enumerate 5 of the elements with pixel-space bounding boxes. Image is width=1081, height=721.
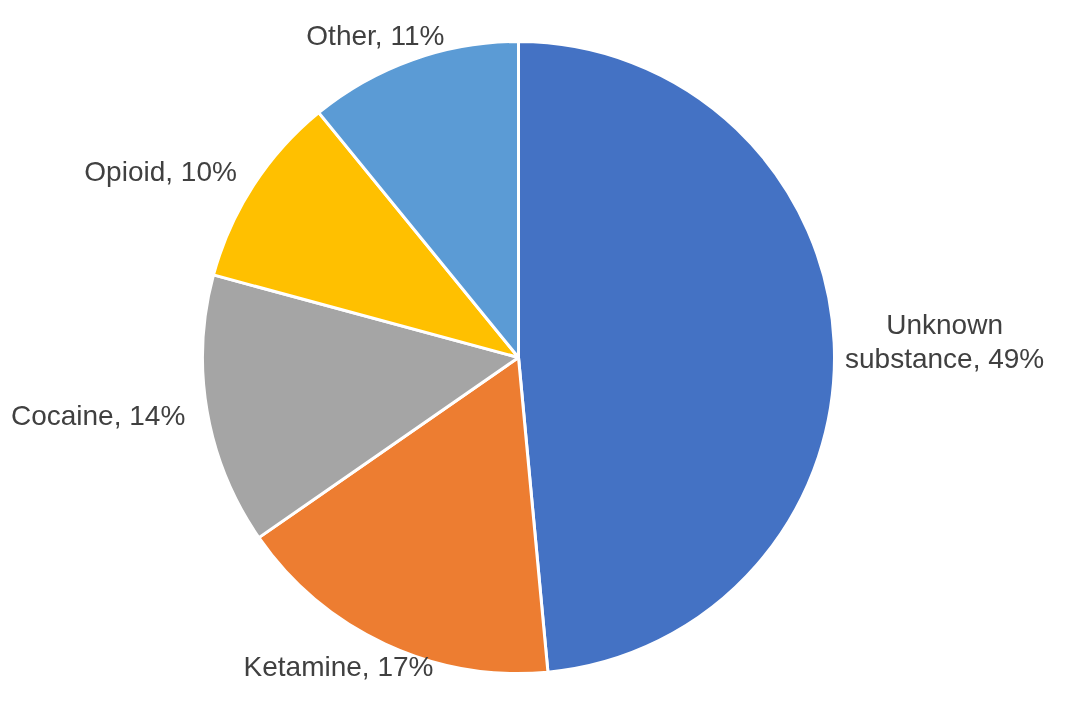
slice-label: Cocaine, 14%	[9, 398, 187, 433]
slice-label: Unknown substance, 49%	[844, 307, 1046, 376]
slice-label: Opioid, 10%	[83, 154, 238, 189]
slice-label: Other, 11%	[305, 19, 446, 53]
slice-label: Ketamine, 17%	[242, 649, 435, 684]
